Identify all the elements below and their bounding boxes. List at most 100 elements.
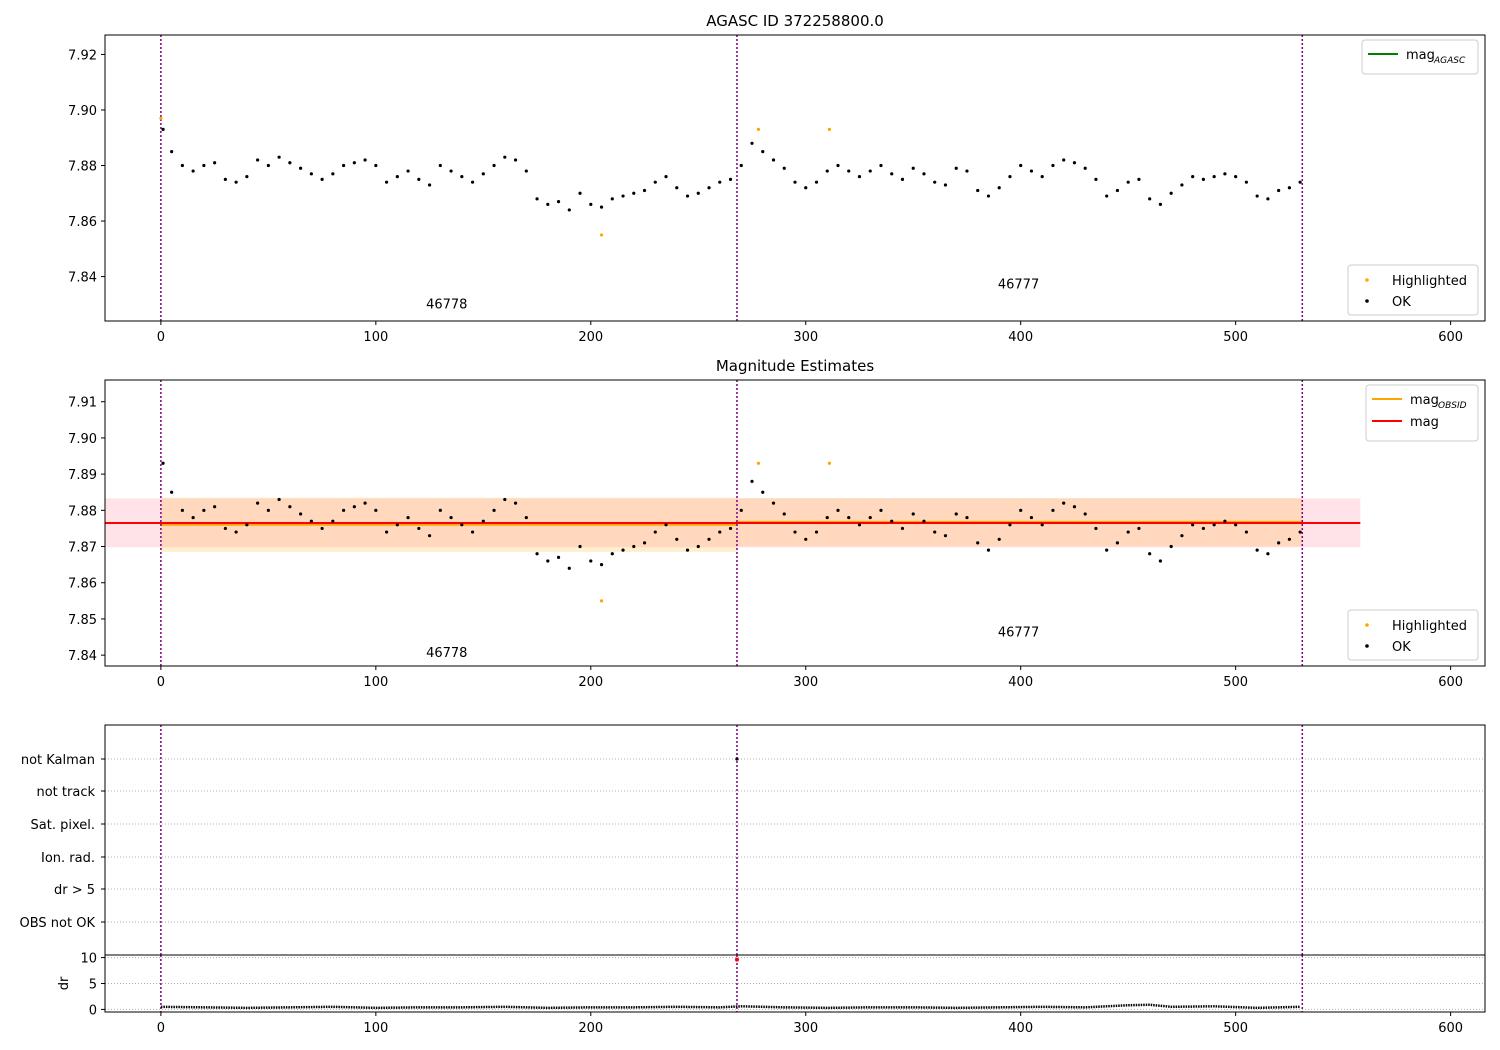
ok-point (911, 512, 915, 516)
y-tick-label: 7.85 (68, 613, 97, 628)
ok-point (632, 544, 636, 549)
ok-point (1072, 505, 1077, 509)
ok-point (384, 180, 389, 184)
ok-point (1051, 508, 1055, 512)
dr-series (160, 1003, 1301, 1010)
ok-point (1298, 530, 1302, 534)
x-tick-label: 0 (157, 330, 165, 345)
ok-point (750, 141, 754, 145)
x-tick-label: 500 (1223, 1021, 1248, 1036)
x-tick-label: 300 (793, 330, 818, 345)
ok-point (642, 188, 647, 193)
ok-point (911, 166, 915, 170)
ok-point (524, 515, 528, 520)
highlighted-point (159, 116, 163, 120)
legend-subscript: AGASC (1433, 56, 1466, 66)
highlighted-point (756, 461, 761, 465)
ok-point (857, 175, 862, 179)
ok-point (707, 186, 711, 190)
ok-point (1148, 197, 1152, 201)
ok-point (417, 526, 421, 531)
ok-point (1212, 175, 1216, 179)
y-tick-label: 7.87 (68, 541, 97, 556)
ok-point (1072, 161, 1077, 165)
ok-point (1040, 175, 1044, 179)
ok-point (556, 200, 561, 204)
ok-point (1223, 519, 1227, 523)
legend-marker (1365, 623, 1369, 627)
x-tick-label: 600 (1438, 330, 1463, 345)
ok-point (589, 559, 593, 563)
ok-point (675, 537, 679, 541)
ok-point (223, 526, 227, 531)
ok-point (1062, 501, 1066, 505)
ok-point (653, 530, 657, 534)
ok-point (266, 508, 270, 512)
y-tick-label: 7.92 (68, 48, 97, 63)
x-tick-label: 600 (1438, 1021, 1463, 1036)
ok-point (331, 172, 335, 176)
ok-point (277, 497, 281, 502)
ok-point (879, 508, 883, 512)
ok-point (1287, 186, 1291, 190)
ok-point (1266, 552, 1270, 556)
ok-point (417, 177, 421, 181)
dr-axis-label: dr (57, 976, 72, 990)
y-tick-label: 7.86 (68, 577, 97, 592)
ok-point (804, 186, 808, 190)
ok-point (965, 169, 969, 173)
ok-point (460, 175, 464, 179)
ok-point (1019, 163, 1023, 168)
chart-title: AGASC ID 372258800.0 (706, 12, 884, 30)
ok-point (395, 175, 399, 179)
highlighted-point (756, 127, 761, 132)
flag-category-label: Sat. pixel. (31, 818, 95, 833)
ok-point (513, 158, 518, 162)
ok-point (320, 526, 324, 531)
ok-point (535, 552, 539, 556)
ok-point (492, 508, 496, 512)
ok-point (1051, 163, 1055, 168)
y-tick-label: 5 (89, 978, 97, 993)
ok-point (696, 191, 700, 195)
ok-point (363, 158, 367, 162)
ok-point (954, 166, 958, 170)
ok-point (943, 534, 948, 538)
ok-point (1115, 188, 1120, 193)
ok-point (567, 566, 571, 570)
ok-point (965, 515, 969, 520)
x-tick-label: 100 (363, 675, 388, 690)
legend-box (1361, 39, 1479, 75)
ok-point (825, 169, 829, 173)
y-tick-label: 7.91 (68, 396, 97, 411)
ok-point (976, 541, 980, 545)
legend-box (1347, 264, 1479, 316)
ok-point (406, 515, 410, 520)
legend-label: OK (1392, 640, 1411, 655)
y-tick-label: 7.89 (68, 468, 97, 483)
ok-point (1083, 166, 1087, 170)
ok-point (234, 180, 238, 184)
ok-point (309, 172, 313, 176)
highlighted-point (827, 127, 831, 132)
highlighted-point (827, 461, 831, 465)
ok-point (1234, 175, 1238, 179)
ok-point (406, 169, 410, 173)
flag-category-label: OBS not OK (20, 916, 96, 931)
ok-point (782, 512, 786, 516)
ok-point (1244, 180, 1249, 184)
ok-point (180, 508, 184, 512)
ok-point (685, 548, 690, 552)
ok-point (675, 186, 679, 190)
ok-point (234, 530, 238, 534)
y-tick-label: 7.86 (68, 215, 97, 230)
ok-point (427, 534, 432, 538)
ok-point (341, 163, 346, 168)
ok-point (728, 526, 733, 531)
ok-point (1158, 202, 1163, 206)
ok-point (782, 166, 786, 170)
ok-point (868, 515, 872, 520)
ok-point (1223, 172, 1227, 176)
ok-point (213, 505, 217, 509)
